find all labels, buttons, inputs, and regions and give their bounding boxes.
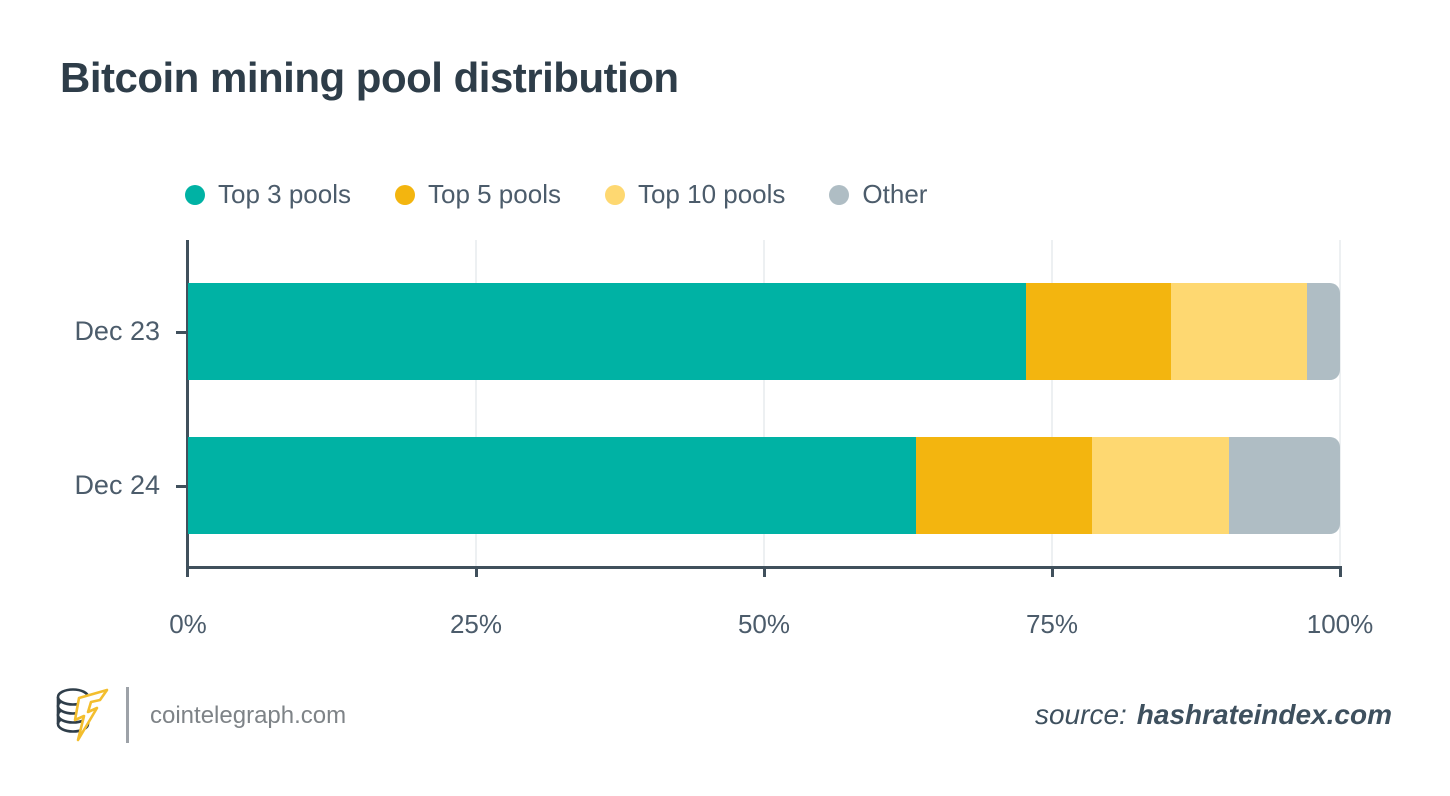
legend-item-3: Top 10 pools — [604, 179, 786, 210]
bar-segment-top-10-pools — [1170, 283, 1307, 380]
legend-item-1: Top 3 pools — [185, 179, 351, 210]
x-tick-label-25: 25% — [449, 609, 503, 639]
gridline-75 — [1051, 240, 1053, 566]
x-tick-label-50: 50% — [737, 609, 791, 639]
gridline-25 — [475, 240, 477, 566]
x-axis-tick-50 — [763, 566, 766, 577]
legend-item-4: Other — [829, 179, 927, 210]
category-label-2: Dec 24 — [74, 469, 160, 500]
x-tick-label-75: 75% — [1025, 609, 1079, 639]
bar-row-dec-24 — [188, 437, 1340, 534]
bar-row-dec-23 — [188, 283, 1340, 380]
legend-dot-icon — [394, 184, 415, 205]
legend-item-label: Other — [862, 179, 928, 209]
bar-segment-top-5-pools — [916, 437, 1093, 534]
bar-segment-other — [1306, 283, 1340, 380]
footer-brand-text: cointelegraph.com — [150, 702, 347, 729]
legend-item-label: Top 5 pools — [427, 179, 561, 209]
y-tick-2 — [176, 484, 188, 488]
bar-segment-top-10-pools — [1092, 437, 1230, 534]
bar-segment-other — [1229, 437, 1340, 534]
y-axis-line — [186, 240, 189, 577]
x-axis-tick-100 — [1339, 566, 1342, 577]
footer-divider — [126, 687, 129, 743]
legend-item-label: Top 10 pools — [637, 179, 786, 209]
bar-segment-top-5-pools — [1025, 283, 1171, 380]
chart-legend: Top 3 pools Top 5 pools Top 10 pools Other — [185, 179, 927, 210]
source-value: hashrateindex.com — [1136, 699, 1392, 730]
plot-area: 0% 25% 50% 75% 100% Dec 23 Dec 24 — [74, 240, 1373, 639]
legend-dot-icon — [185, 184, 205, 205]
legend-item-label: Top 3 pools — [218, 179, 351, 209]
x-axis-tick-75 — [1051, 566, 1054, 577]
bar-segment-top-3-pools — [188, 437, 917, 534]
gridline-100 — [1339, 240, 1341, 566]
source-label: source: — [1034, 699, 1127, 730]
y-tick-1 — [176, 330, 188, 334]
legend-dot-icon — [829, 184, 850, 205]
legend-dot-icon — [604, 184, 625, 205]
gridline-50 — [763, 240, 765, 566]
footer-source: source: hashrateindex.com — [1035, 699, 1392, 731]
legend-item-2: Top 5 pools — [394, 179, 561, 210]
bar-segment-top-3-pools — [188, 283, 1026, 380]
x-tick-label-0: 0% — [169, 609, 207, 639]
x-tick-label-100: 100% — [1306, 609, 1374, 639]
category-label-1: Dec 23 — [74, 315, 160, 346]
x-axis-tick-25 — [475, 566, 478, 577]
cointelegraph-logo-icon — [56, 688, 109, 742]
chart-title: Bitcoin mining pool distribution — [60, 54, 679, 101]
